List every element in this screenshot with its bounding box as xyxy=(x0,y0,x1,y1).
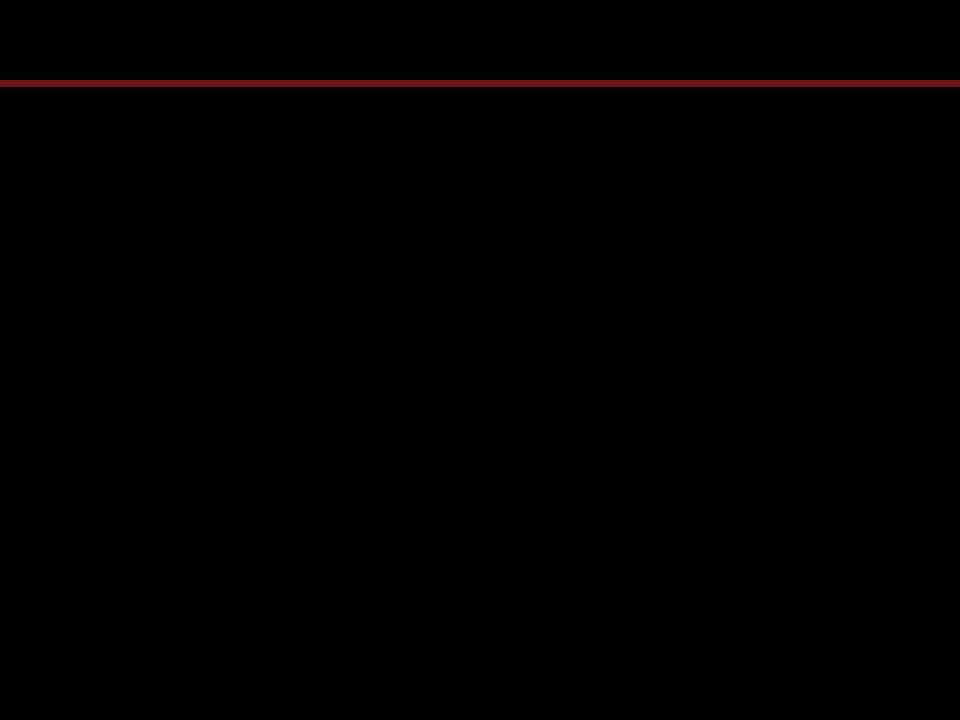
scatter-plots-figure xyxy=(0,210,960,720)
title-underline-rule xyxy=(0,80,960,87)
slide-subtitle xyxy=(0,90,960,127)
bullet-item xyxy=(52,139,68,177)
page-title xyxy=(0,0,960,29)
